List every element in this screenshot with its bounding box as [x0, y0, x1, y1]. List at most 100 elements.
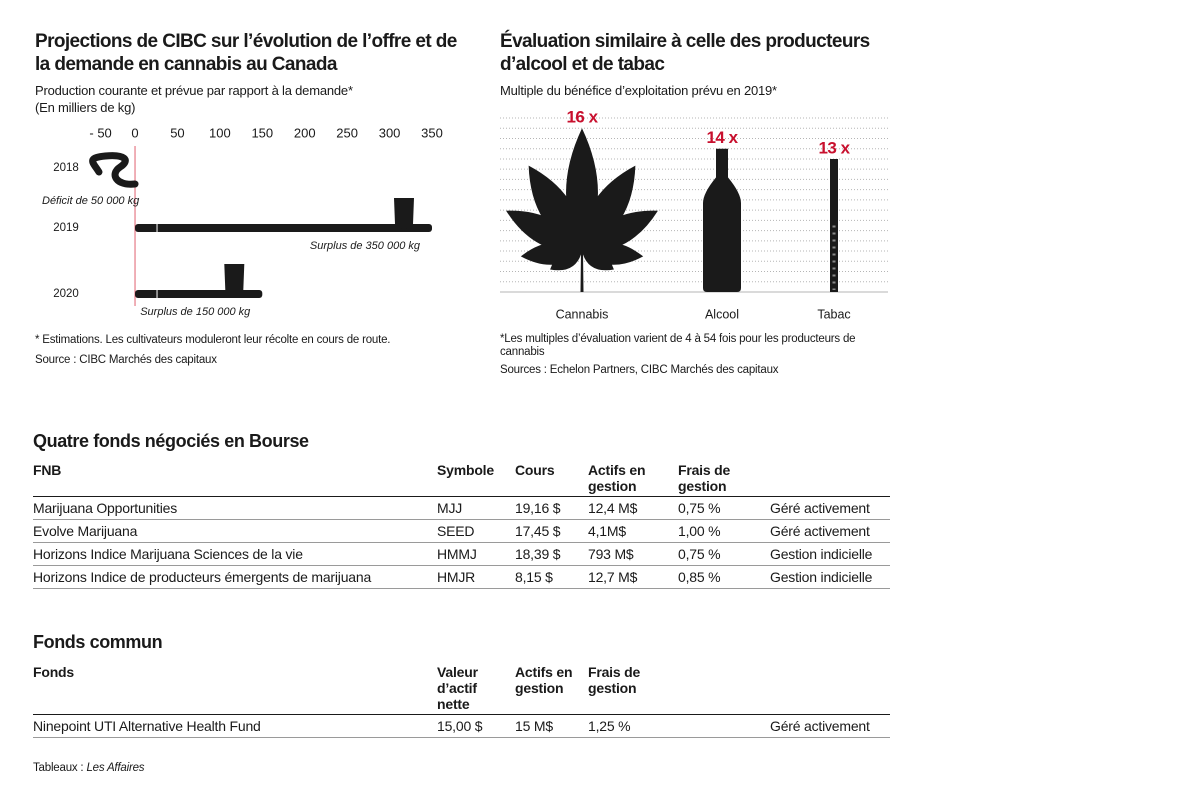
header-cell: Actifs en gestion [515, 664, 588, 715]
pipe-bowl [224, 264, 245, 295]
row: Marijuana Opportunities MJJ 19,16 $12,4 M$… [33, 496, 890, 520]
value-label: 16 x [566, 108, 598, 127]
category-label: Alcool [705, 307, 739, 321]
smoke [89, 152, 139, 188]
cell: 15 M$ [515, 714, 588, 738]
cell: Géré activement [770, 519, 890, 543]
pictogram-bar [703, 148, 741, 292]
row: Ninepoint UTI Alternative Health Fund 15,… [33, 714, 890, 738]
category-label: 2019 [53, 222, 79, 234]
chart-subtitle: Multiple du bénéfice d’exploitation prév… [500, 83, 777, 98]
chart-title: Évaluation similaire à celle des product… [500, 31, 870, 75]
header-text: Actifs en gestion [588, 462, 646, 494]
cell: Géré activement [770, 714, 890, 738]
row: Horizons Indice Marijuana Sciences de la… [33, 542, 890, 566]
cell: 1,25 % [588, 714, 678, 738]
table: FNB Symbole Cours Actifs en gestion Frais de… [33, 462, 890, 589]
cell: 12,4 M$ [588, 496, 678, 520]
header-cell: Cours [515, 462, 588, 497]
value-label: Surplus de 150 000 kg [140, 306, 251, 318]
pipe-stem [135, 224, 432, 232]
footer: Tableaux : Les Affaires [33, 762, 145, 775]
cell: 17,45 $ [515, 519, 588, 543]
cell: 18,39 $ [515, 542, 588, 566]
header-row: Fonds Valeur d’actif nette Actifs en gesti… [33, 664, 890, 715]
header-cell: Frais de gestion [678, 462, 770, 497]
category-label: 2020 [53, 288, 79, 300]
x-tick-label: 50 [170, 125, 184, 140]
header-cell [678, 664, 770, 715]
row: Evolve Marijuana SEED 17,45 $4,1M$ 1,00 % Gé… [33, 519, 890, 543]
footer-label: Tableaux : [33, 762, 84, 774]
cell: 19,16 $ [515, 496, 588, 520]
x-tick-label: 300 [379, 125, 401, 140]
chart-source: Sources : Echelon Partners, CIBC Marchés… [500, 364, 779, 376]
cell: 12,7 M$ [588, 565, 678, 589]
value-label: Surplus de 350 000 kg [310, 240, 421, 252]
header-cell [770, 664, 890, 715]
chart-subtitle: Production courante et prévue par rappor… [35, 83, 353, 98]
table: Fonds Valeur d’actif nette Actifs en gesti… [33, 664, 890, 738]
pipe-stem [135, 290, 263, 298]
cell: 0,85 % [678, 565, 770, 589]
category-label: Cannabis [556, 307, 609, 321]
value-label: 14 x [706, 128, 738, 147]
header-text: Cours [515, 462, 555, 478]
x-tick-label: - 50 [89, 125, 111, 140]
cell: Horizons Indice Marijuana Sciences de la… [33, 542, 437, 566]
cell: Gestion indicielle [770, 542, 890, 566]
value-label: Déficit de 50 000 kg [42, 195, 140, 207]
footer-source: Les Affaires [86, 762, 145, 774]
table-title: Fonds commun [33, 632, 163, 652]
cell: HMMJ [437, 542, 515, 566]
value-label: 13 x [818, 138, 850, 157]
chart-note: *Les multiples d’évaluation varient de 4… [500, 333, 856, 358]
x-tick-label: 150 [251, 125, 273, 140]
category-label: 2018 [53, 162, 79, 174]
cell: 8,15 $ [515, 565, 588, 589]
cell: 0,75 % [678, 496, 770, 520]
x-tick-label: 350 [421, 125, 443, 140]
header-text: Fonds [33, 664, 74, 680]
row: Horizons Indice de producteurs émergents… [33, 565, 890, 589]
axis-label: (En milliers de kg) [35, 100, 136, 115]
x-tick-label: 200 [294, 125, 316, 140]
header-text: FNB [33, 462, 62, 478]
pipe-bowl [394, 198, 414, 229]
chart-source: Source : CIBC Marchés des capitaux [35, 354, 217, 366]
header-cell: FNB [33, 462, 437, 497]
header-cell: Valeur d’actif nette [437, 664, 515, 715]
header-cell [770, 462, 890, 497]
cell: Evolve Marijuana [33, 519, 437, 543]
table-title: Quatre fonds négociés en Bourse [33, 431, 309, 451]
cell: Géré activement [770, 496, 890, 520]
header-cell: Frais de gestion [588, 664, 678, 715]
cell: 15,00 $ [437, 714, 515, 738]
cell: HMJR [437, 565, 515, 589]
x-tick-label: 250 [336, 125, 358, 140]
header-cell: Fonds [33, 664, 437, 715]
cell: 793 M$ [588, 542, 678, 566]
header-text: Frais de gestion [678, 462, 731, 494]
header-text: Actifs en gestion [515, 664, 573, 696]
cell [678, 714, 770, 738]
cell: 0,75 % [678, 542, 770, 566]
cell: Gestion indicielle [770, 565, 890, 589]
x-tick-label: 0 [131, 125, 138, 140]
cell: Ninepoint UTI Alternative Health Fund [33, 714, 437, 738]
cell: SEED [437, 519, 515, 543]
cell: Marijuana Opportunities [33, 496, 437, 520]
header-row: FNB Symbole Cours Actifs en gestion Frais de… [33, 462, 890, 497]
chart-note: * Estimations. Les cultivateurs modulero… [35, 334, 391, 346]
header-cell: Symbole [437, 462, 515, 497]
cell: 4,1M$ [588, 519, 678, 543]
x-tick-label: 100 [209, 125, 231, 140]
chart-title: Projections de CIBC sur l’évolution de l… [35, 31, 457, 75]
header-cell: Actifs en gestion [588, 462, 678, 497]
cell: 1,00 % [678, 519, 770, 543]
pictogram-bar [506, 128, 658, 292]
cell: Horizons Indice de producteurs émergents… [33, 565, 437, 589]
header-text: Valeur d’actif nette [437, 664, 478, 712]
